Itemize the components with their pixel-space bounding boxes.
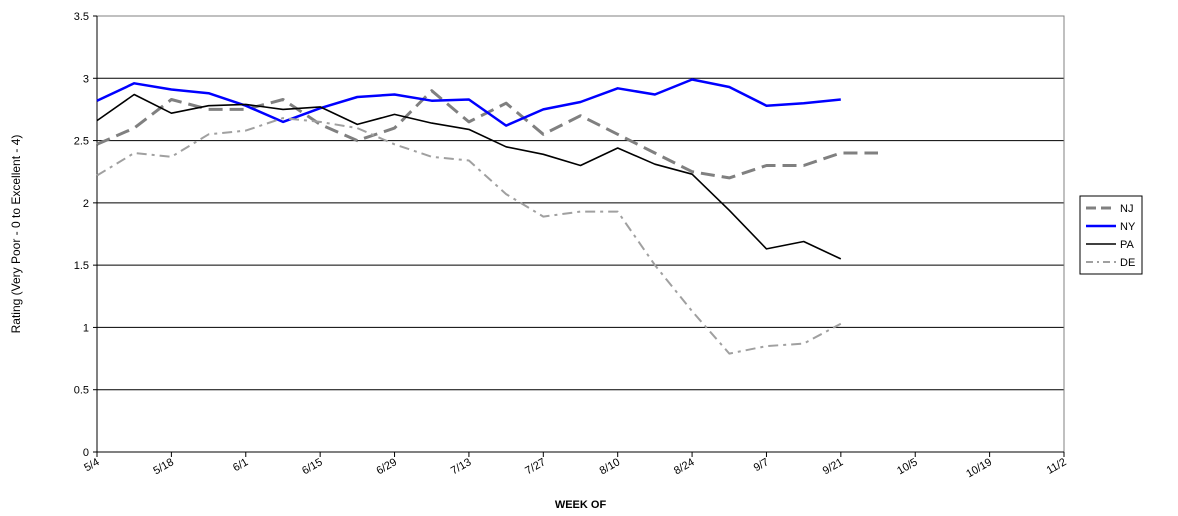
legend-label-de: DE <box>1120 257 1135 269</box>
y-tick-label: 2.5 <box>74 136 89 148</box>
series-lines <box>96 78 878 355</box>
series-line-pa <box>96 93 842 260</box>
x-tick-label: 7/27 <box>523 456 548 477</box>
x-tick-label: 5/18 <box>151 456 176 477</box>
x-tick-label: 9/7 <box>752 456 771 474</box>
x-axis-title: WEEK OF <box>555 499 607 511</box>
y-tick-label: 3 <box>83 73 89 85</box>
legend: NJ NY PA DE <box>1079 195 1143 275</box>
y-axis-title: Rating (Very Poor - 0 to Excellent - 4) <box>9 135 23 334</box>
plot-area <box>96 15 1065 453</box>
x-tick-label: 9/21 <box>821 456 846 477</box>
x-tick-label: 6/1 <box>231 456 250 474</box>
y-tick-label: 2 <box>83 198 89 210</box>
legend-label-pa: PA <box>1120 239 1135 251</box>
x-tick-label: 6/15 <box>300 456 325 477</box>
x-tick-label: 6/29 <box>374 456 399 477</box>
y-tick-label: 1 <box>83 322 89 334</box>
x-tick-label: 11/2 <box>1045 456 1069 477</box>
y-tick-label: 3.5 <box>74 11 89 23</box>
axes: 00.511.522.533.55/4 5/18 6/1 6/15 6/29 7/13 7/… <box>74 11 1069 480</box>
x-tick-label: 10/5 <box>895 456 920 477</box>
x-tick-label: 10/19 <box>964 456 994 480</box>
x-tick-label: 8/24 <box>672 456 697 477</box>
legend-label-nj: NJ <box>1120 203 1133 215</box>
x-tick-label: 7/13 <box>449 456 474 477</box>
y-tick-label: 1.5 <box>74 260 89 272</box>
series-line-ny <box>96 78 841 127</box>
y-tick-label: 0 <box>83 447 89 459</box>
x-tick-label: 8/10 <box>598 456 623 477</box>
series-line-de <box>96 117 842 355</box>
y-tick-label: 0.5 <box>74 385 89 397</box>
gridlines <box>97 77 1064 391</box>
legend-label-ny: NY <box>1120 221 1136 233</box>
